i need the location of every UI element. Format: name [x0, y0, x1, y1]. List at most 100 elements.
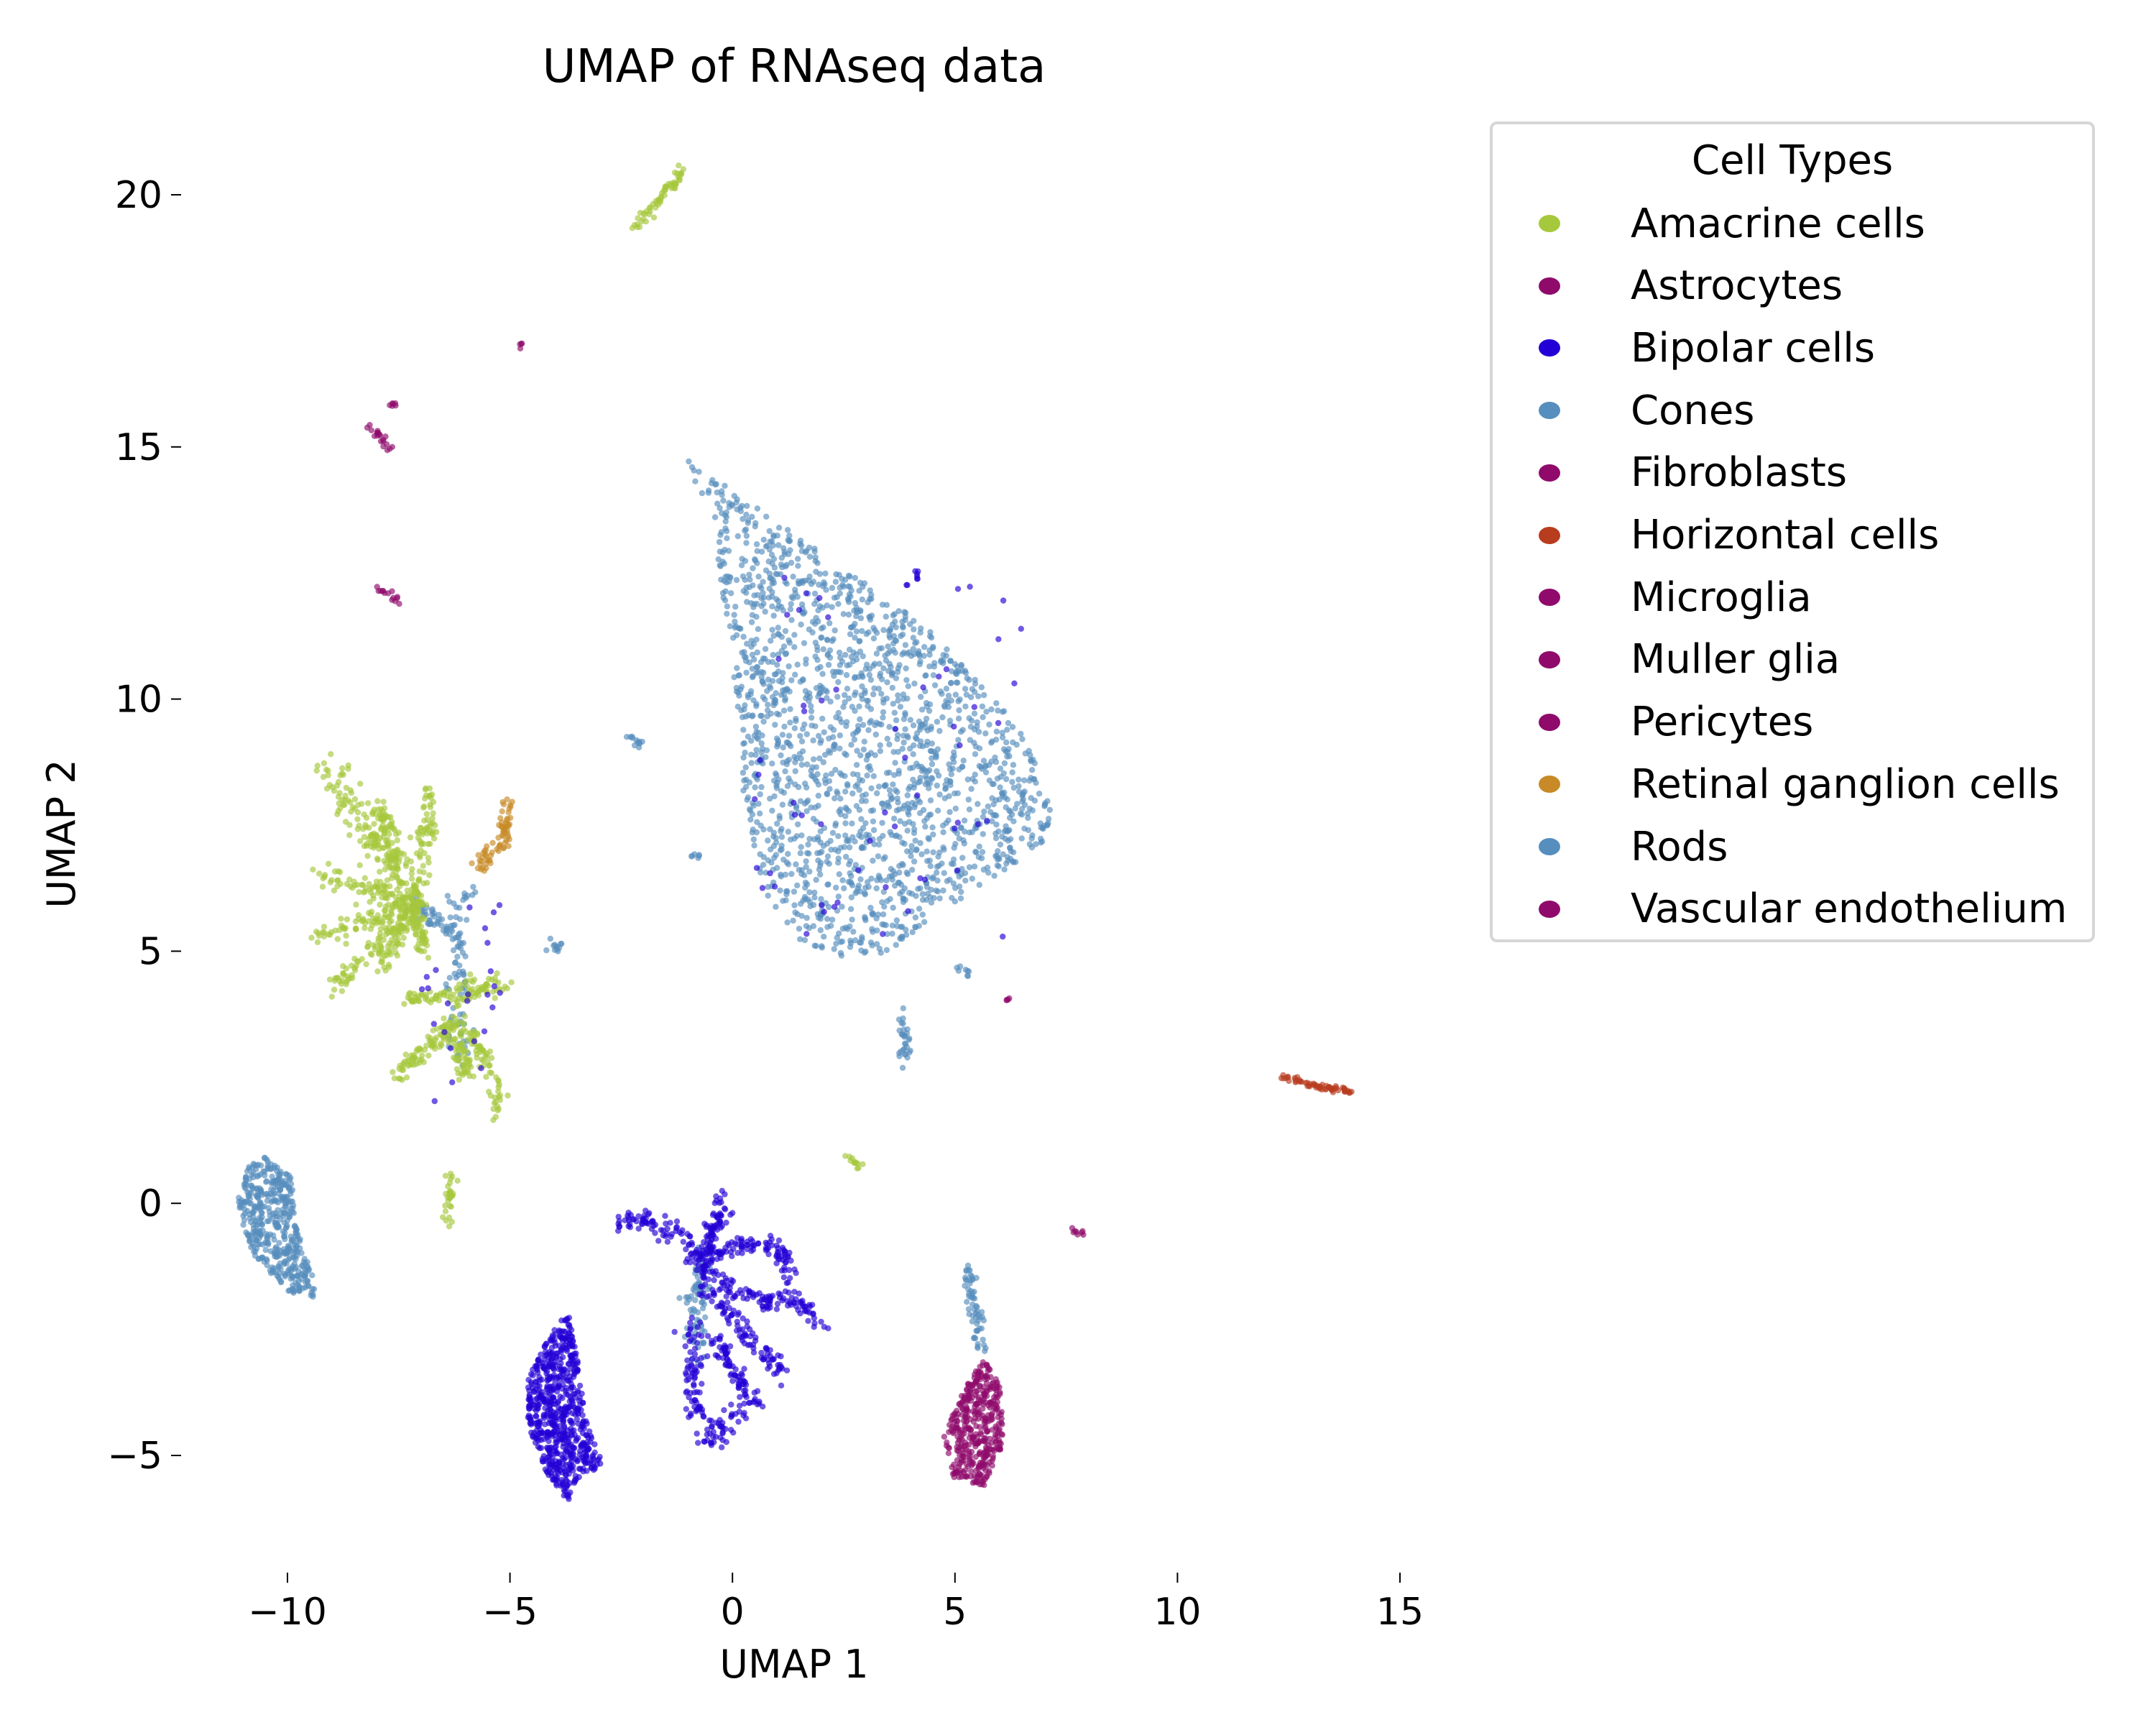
point-rods — [786, 688, 793, 695]
point-amacrine-cells — [320, 773, 327, 781]
point-bipolar-cells — [722, 1206, 729, 1213]
point-rods — [906, 1036, 912, 1043]
point-rods — [962, 686, 969, 692]
point-retinal-ganglion-cells — [478, 857, 485, 865]
point-rods — [979, 849, 986, 855]
point-rods — [989, 781, 996, 788]
point-rods — [734, 533, 741, 540]
point-rods — [1044, 822, 1051, 828]
point-rods — [854, 885, 861, 892]
point-rods — [931, 682, 939, 689]
point-rods — [812, 620, 819, 627]
point-rods — [723, 528, 730, 535]
point-rods — [911, 680, 918, 687]
point-amacrine-cells — [356, 862, 363, 869]
point-rods — [964, 1262, 972, 1269]
point-amacrine-cells — [372, 811, 379, 817]
point-bipolar-cells — [750, 1399, 757, 1406]
point-amacrine-cells — [408, 870, 415, 877]
point-amacrine-cells — [451, 1024, 457, 1030]
point-retinal-ganglion-cells — [505, 831, 511, 837]
point-rods — [773, 903, 779, 910]
point-amacrine-cells — [446, 1188, 453, 1195]
point-rods — [992, 835, 1000, 842]
point-rods — [1021, 777, 1028, 783]
point-amacrine-cells — [362, 822, 369, 829]
point-rods — [993, 822, 1000, 828]
point-rods — [941, 846, 947, 853]
point-bipolar-cells — [722, 1308, 728, 1315]
point-bipolar-cells — [729, 1253, 735, 1259]
point-rods — [941, 795, 949, 801]
point-rods — [902, 712, 908, 718]
point-rods — [1028, 795, 1034, 801]
point-amacrine-cells — [379, 889, 385, 896]
point-amacrine-cells — [421, 934, 428, 940]
point-amacrine-cells — [426, 828, 433, 835]
point-amacrine-cells — [331, 788, 338, 794]
point-rods — [1009, 724, 1016, 730]
point-rods — [980, 831, 987, 837]
point-amacrine-cells — [355, 912, 362, 919]
point-rods — [1037, 835, 1044, 842]
point-rods — [873, 719, 880, 726]
point-bipolar-cells — [706, 1250, 713, 1256]
point-rods — [950, 860, 957, 868]
point-bipolar-cells — [554, 1384, 561, 1391]
point-bipolar-cells — [724, 1299, 731, 1306]
point-rods — [785, 861, 792, 868]
point-bipolar-cells — [570, 1384, 576, 1391]
point-rods — [936, 862, 942, 869]
point-retinal-ganglion-cells — [487, 852, 494, 859]
point-amacrine-cells — [380, 845, 387, 851]
point-rods — [917, 630, 923, 636]
point-rods — [952, 805, 959, 812]
point-rods — [778, 834, 786, 840]
point-rods — [963, 1266, 969, 1274]
point-rods — [923, 815, 931, 822]
point-rods — [846, 599, 852, 605]
point-rods — [721, 561, 727, 567]
point-amacrine-cells — [344, 916, 351, 923]
point-bipolar-cells — [791, 1289, 798, 1295]
point-rods — [748, 760, 755, 766]
point-rods — [885, 801, 891, 809]
point-amacrine-cells — [343, 981, 349, 988]
point-cones — [286, 1243, 292, 1250]
point-rods — [757, 822, 764, 829]
point-amacrine-cells — [442, 1208, 449, 1215]
point-rods — [746, 571, 752, 578]
point-rods — [899, 623, 906, 630]
point-bipolar-cells — [540, 1395, 547, 1402]
point-amacrine-cells — [386, 964, 392, 970]
point-rods — [893, 917, 900, 924]
point-rods — [835, 833, 842, 840]
point-rods — [895, 799, 901, 806]
point-rods — [758, 783, 765, 791]
point-rods — [895, 748, 901, 755]
point-rods — [686, 458, 692, 465]
point-rods — [760, 536, 768, 543]
point-cones — [250, 1210, 257, 1216]
point-amacrine-cells — [371, 821, 377, 827]
point-rods — [948, 771, 955, 778]
point-rods — [1012, 805, 1018, 812]
point-rods — [754, 548, 760, 554]
point-rods — [819, 715, 826, 722]
point-rods — [797, 538, 804, 544]
point-cones — [446, 898, 453, 905]
point-rods — [910, 722, 917, 729]
point-rods — [928, 899, 935, 906]
point-bipolar-cells — [575, 1406, 582, 1412]
point-rods — [900, 1005, 907, 1012]
point-rods — [1000, 851, 1007, 857]
point-cones — [247, 1237, 253, 1244]
point-rods — [871, 841, 877, 847]
point-rods — [846, 844, 853, 851]
point-amacrine-cells — [419, 831, 425, 838]
point-amacrine-cells — [389, 840, 395, 847]
point-bipolar-cells — [729, 1378, 736, 1384]
point-rods — [793, 718, 799, 724]
point-rods — [936, 791, 943, 798]
point-bipolar-cells — [793, 1296, 799, 1302]
